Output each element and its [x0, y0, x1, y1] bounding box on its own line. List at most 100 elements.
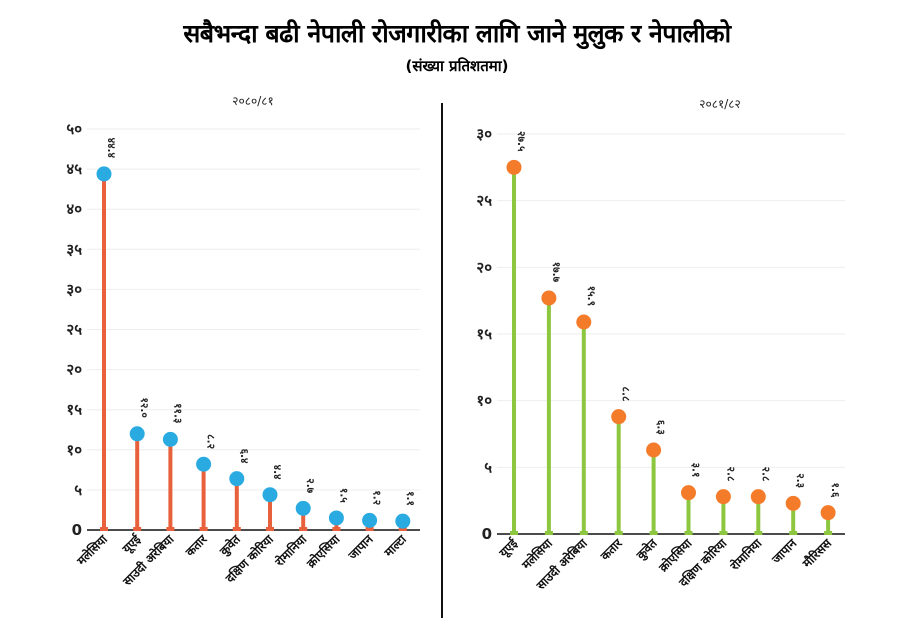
- x-category-label: रोमानिया: [727, 536, 765, 574]
- stem-base: [133, 527, 142, 531]
- lollipop-item: ८.२ कतार: [182, 434, 217, 560]
- lollipop-item: १.१ माल्टा: [381, 491, 416, 560]
- x-category-label: कुवेत: [633, 535, 661, 563]
- stem-base: [365, 527, 374, 531]
- lollipop-marker: [262, 487, 278, 503]
- y-tick-label: ३०: [66, 280, 82, 298]
- x-category-label: रोमानिया: [272, 532, 310, 570]
- data-label: १.६: [829, 483, 841, 498]
- stem-base: [579, 531, 588, 535]
- y-tick-label: १५: [476, 325, 492, 343]
- y-tick-label: २५: [66, 321, 82, 339]
- y-tick-label: ३०: [476, 125, 492, 143]
- data-label: ४.४: [271, 465, 283, 480]
- lollipop-marker: [681, 485, 696, 501]
- lollipop-marker: [611, 409, 627, 425]
- x-category-label: कतार: [597, 535, 625, 563]
- x-category-label: यूएई: [119, 531, 145, 557]
- data-label: ११.३: [171, 403, 183, 423]
- lollipop-marker: [362, 512, 378, 528]
- lollipop-item: ३.१क्रोएसिया: [656, 463, 702, 576]
- lollipop-item: १.२ जापान: [345, 490, 383, 563]
- y-tick-label: २०: [476, 258, 492, 276]
- x-category-label: जापान: [345, 531, 377, 563]
- data-label: १७.७: [550, 262, 562, 283]
- stem-base: [398, 527, 407, 531]
- panel-2080-81: २०८०/८१0५१०१५२०२५३०३५४०४५५०४४.४मलेसिया१२…: [66, 94, 420, 589]
- y-tick-label: २०: [66, 361, 82, 379]
- x-category-label: यूएई: [496, 535, 522, 561]
- lollipop-item: २७.५ यूएई: [496, 131, 527, 561]
- lollipop-marker: [715, 489, 731, 505]
- stem-base: [199, 527, 208, 531]
- y-tick-label: 0: [482, 525, 492, 543]
- lollipop-marker: [96, 166, 112, 182]
- y-tick-label: १०: [66, 441, 82, 459]
- lollipop-marker: [162, 431, 178, 447]
- data-label: ३.१: [690, 463, 702, 478]
- x-category-label: क्रोएसिया: [303, 532, 343, 572]
- lollipop-item: १७.७मलेसिया: [519, 262, 562, 573]
- stem-base: [614, 531, 623, 535]
- lollipop-item: ८.८ कतार: [597, 387, 632, 564]
- stem-base: [510, 531, 518, 535]
- lollipop-marker: [646, 442, 662, 458]
- lollipop-marker: [541, 290, 557, 306]
- stem-base: [684, 531, 693, 535]
- lollipop-marker: [295, 500, 311, 516]
- y-tick-label: ४०: [66, 200, 82, 218]
- stem-base: [719, 531, 728, 535]
- x-category-label: माल्टा: [381, 532, 410, 561]
- data-label: १.२: [371, 490, 383, 505]
- x-category-label: मौरिसस: [799, 536, 835, 572]
- y-tick-label: १५: [66, 401, 82, 419]
- x-category-label: जापान: [768, 535, 800, 567]
- lollipop-marker: [129, 426, 145, 442]
- y-tick-label: ३५: [66, 240, 82, 258]
- stem-base: [332, 527, 341, 531]
- lollipop-marker: [395, 513, 411, 529]
- y-tick-label: ५: [74, 481, 82, 499]
- lollipop-item: २.८ रोमानिया: [727, 467, 771, 574]
- lollipop-marker: [229, 471, 245, 487]
- stem-base: [100, 527, 108, 531]
- data-label: २७.५: [515, 131, 527, 152]
- stem-base: [166, 527, 175, 531]
- stem-base: [824, 531, 833, 535]
- stem-base: [232, 527, 241, 531]
- x-category-label: कुवेत: [216, 531, 244, 559]
- lollipop-item: २.३ जापान: [768, 473, 806, 567]
- data-label: ४४.४: [105, 138, 117, 159]
- data-label: २.७: [304, 478, 316, 493]
- panel-divider: [441, 103, 443, 618]
- lollipop-item: २.८दक्षिण कोरिया: [676, 467, 737, 591]
- lollipop-marker: [750, 489, 766, 505]
- lollipop-marker: [196, 456, 212, 472]
- lollipop-item: ११.३साउदी अरेबिया: [120, 403, 184, 589]
- data-label: २.८: [724, 467, 736, 482]
- stem-base: [299, 527, 308, 531]
- data-label: २.३: [794, 473, 806, 488]
- data-label: १२.०: [138, 397, 150, 418]
- data-label: २.८: [759, 467, 771, 482]
- lollipop-item: १२.० यूएई: [119, 397, 150, 557]
- stem-base: [649, 531, 658, 535]
- lollipop-marker: [820, 505, 836, 521]
- data-label: ८.२: [205, 434, 217, 449]
- y-tick-label: ५: [484, 458, 492, 476]
- y-tick-label: १०: [476, 392, 492, 410]
- stem-base: [266, 527, 274, 531]
- y-tick-label: 0: [72, 521, 82, 539]
- data-label: १.५: [337, 488, 349, 503]
- data-label: १५.९: [585, 286, 597, 306]
- panel-title: २०८०/८१: [232, 94, 273, 108]
- lollipop-item: ६.३ कुवेत: [633, 420, 667, 564]
- stem-base: [754, 531, 763, 535]
- data-label: १.१: [404, 491, 416, 506]
- chart-title: सबैभन्दा बढी नेपाली रोजगारीका लागि जाने …: [183, 19, 731, 48]
- lollipop-item: १.६ मौरिसस: [799, 483, 841, 572]
- lollipop-marker: [506, 159, 522, 175]
- y-tick-label: २५: [476, 192, 492, 210]
- lollipop-marker: [328, 510, 344, 526]
